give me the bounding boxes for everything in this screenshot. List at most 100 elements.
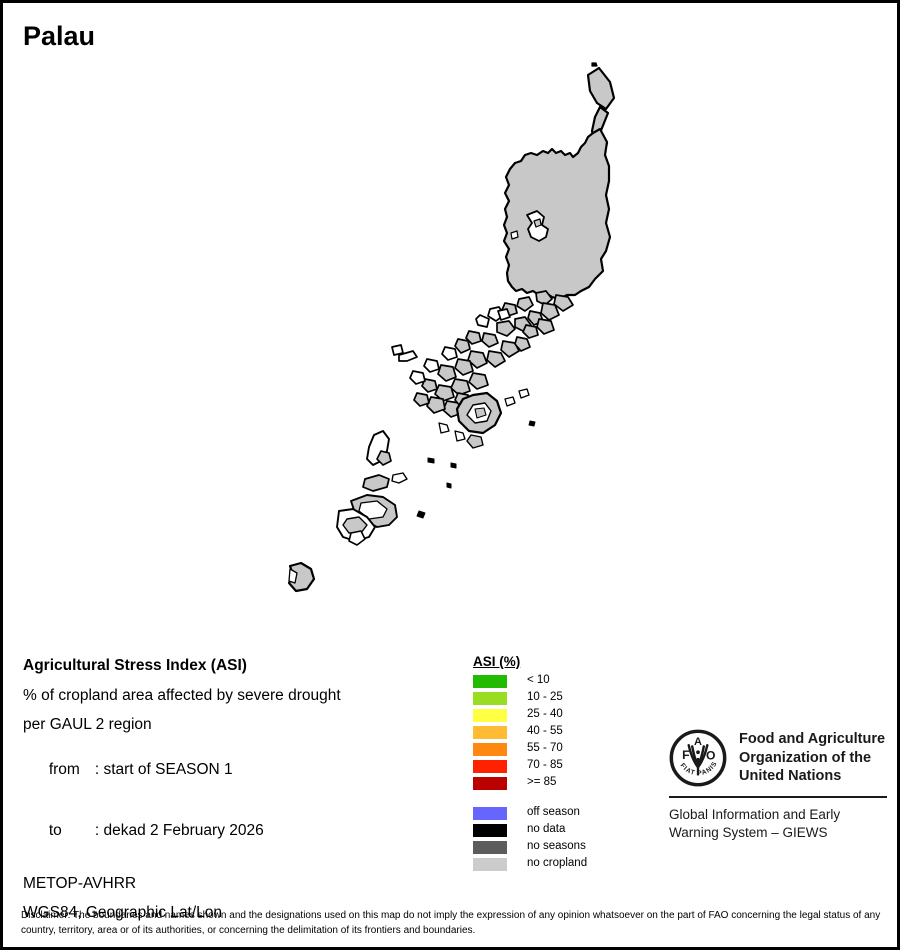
islet-r11 <box>481 332 499 348</box>
island-peleliu-interior <box>358 500 388 520</box>
islet-r33 <box>522 324 539 339</box>
map-land-shapes <box>287 62 616 593</box>
fao-logo-top: F A O FIAT PANIS Food and Agriculture Or… <box>669 729 887 787</box>
islet-r17 <box>500 340 520 358</box>
legend-label: off season <box>527 806 580 819</box>
island-kayangel <box>586 66 616 111</box>
island-angaur-west-cut <box>288 568 298 584</box>
fao-org-line-3: United Nations <box>739 768 842 785</box>
legend-label: 25 - 40 <box>527 708 563 721</box>
island-babeldaob <box>502 127 612 301</box>
legend-label: no data <box>527 823 566 836</box>
islet-r31 <box>398 350 418 362</box>
legend-item: 55 - 70 <box>473 741 653 758</box>
legend-item: 25 - 40 <box>473 707 653 724</box>
legend-item-special: no seasons <box>473 839 653 856</box>
legend-label: 70 - 85 <box>527 759 563 772</box>
islet-koror-e2 <box>518 388 530 399</box>
legend-item: >= 85 <box>473 775 653 792</box>
info-period-from-label: from <box>48 761 80 778</box>
islet-speck-1 <box>427 457 435 464</box>
legend: ASI (%) < 10 10 - 25 25 - 40 40 - 55 55 … <box>473 655 653 873</box>
islet-koror-s2 <box>454 430 466 442</box>
island-nw-chain-3 <box>362 474 390 492</box>
legend-spacer <box>473 792 653 805</box>
island-kayangel-speck-1 <box>591 62 598 67</box>
info-description-line-2: per GAUL 2 region <box>23 716 152 733</box>
islet-r34 <box>536 318 555 335</box>
islet-r06 <box>496 320 516 337</box>
islet-r32 <box>391 344 404 356</box>
islet-r21 <box>423 358 440 373</box>
islet-speck-4 <box>416 510 426 519</box>
islet-r23 <box>450 378 471 396</box>
islet-r20 <box>437 364 457 382</box>
info-block: Agricultural Stress Index (ASI) % of cro… <box>23 658 443 935</box>
islet-r19 <box>454 358 474 376</box>
disclaimer-text: Disclaimer: The boundaries and names sho… <box>21 910 881 936</box>
island-babeldaob-west-notch <box>510 230 519 240</box>
islet-r26 <box>409 370 426 385</box>
islet-r10 <box>553 294 574 312</box>
islet-r15 <box>467 350 488 369</box>
map-canvas <box>3 3 897 893</box>
legend-item: 40 - 55 <box>473 724 653 741</box>
islet-r28 <box>426 396 446 414</box>
island-nw-chain-4 <box>391 472 408 484</box>
islet-r16 <box>486 350 506 368</box>
fao-divider <box>669 796 887 798</box>
legend-item: < 10 <box>473 673 653 690</box>
legend-label: >= 85 <box>527 776 557 789</box>
fao-organization-name: Food and Agriculture Organization of the… <box>739 729 885 786</box>
islet-r35 <box>497 308 511 321</box>
info-description-line-1: % of cropland area affected by severe dr… <box>23 686 341 704</box>
info-period-from-value: : start of SEASON 1 <box>94 761 233 778</box>
palau-map-svg <box>287 62 616 593</box>
legend-item-special: off season <box>473 805 653 822</box>
info-period-from: from : start of SEASON 1 <box>23 747 443 794</box>
info-period-to-value: : dekad 2 February 2026 <box>94 821 264 839</box>
island-peleliu-spur <box>348 530 366 546</box>
islet-r09 <box>540 302 560 321</box>
info-period-to: to : dekad 2 February 2026 <box>23 807 443 854</box>
fao-org-line-2: Organization of the <box>739 749 872 766</box>
fao-logo-block: F A O FIAT PANIS Food and Agriculture Or… <box>669 729 887 842</box>
svg-text:O: O <box>706 749 715 763</box>
legend-item-special: no data <box>473 822 653 839</box>
islet-r12 <box>465 330 482 345</box>
islet-r02 <box>516 296 534 312</box>
island-nw-chain-2 <box>376 450 392 466</box>
legend-swatch <box>473 806 507 820</box>
info-sensor: METOP-AVHRR <box>23 874 137 892</box>
islet-r01 <box>535 290 553 306</box>
legend-label: 40 - 55 <box>527 725 563 738</box>
legend-title: ASI (%) <box>473 654 521 669</box>
fao-sub-line-1: Global Information and Early <box>669 807 841 822</box>
legend-swatch <box>473 742 507 756</box>
legend-swatch <box>473 725 507 739</box>
islet-speck-2 <box>450 462 457 469</box>
islet-koror-s1 <box>466 434 484 449</box>
legend-label: < 10 <box>527 674 550 687</box>
islet-r13 <box>454 338 471 354</box>
legend-label: no seasons <box>527 840 586 853</box>
fao-org-line-1: Food and Agriculture <box>739 731 886 747</box>
islet-r18 <box>514 336 531 352</box>
islet-r29 <box>413 392 430 407</box>
legend-label: 10 - 25 <box>527 691 563 704</box>
legend-item: 70 - 85 <box>473 758 653 775</box>
fao-emblem-icon: F A O FIAT PANIS <box>669 729 727 787</box>
page-title: Palau <box>23 21 96 51</box>
info-period-to-label: to <box>48 821 62 839</box>
islet-speck-3 <box>528 420 536 427</box>
islet-r05 <box>475 314 490 328</box>
fao-programme-name: Global Information and Early Warning Sys… <box>669 806 887 842</box>
islet-r14 <box>441 346 458 361</box>
legend-item-special: no cropland <box>473 856 653 873</box>
svg-text:F: F <box>682 748 689 762</box>
legend-swatch <box>473 840 507 854</box>
legend-swatch <box>473 857 507 871</box>
info-projection: WGS84, Geographic Lat/Lon <box>23 904 223 921</box>
islet-koror-w1 <box>438 422 450 434</box>
info-heading: Agricultural Stress Index (ASI) <box>23 657 247 674</box>
